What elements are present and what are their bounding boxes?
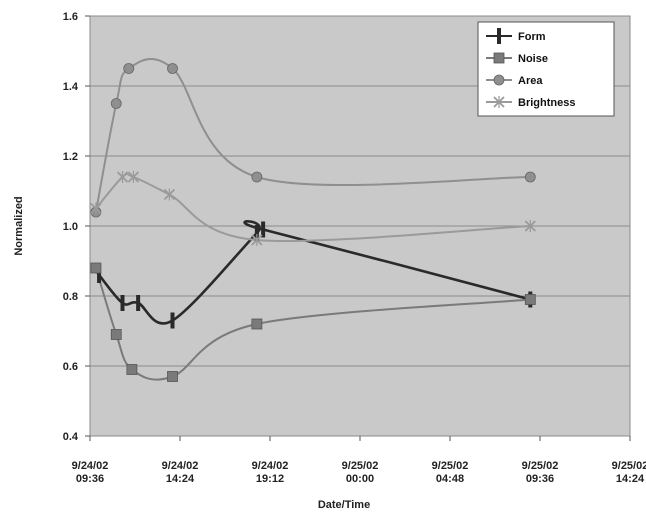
y-tick-label: 0.4 — [63, 431, 79, 443]
svg-text:9/24/02: 9/24/02 — [252, 460, 289, 472]
svg-text:14:24: 14:24 — [166, 473, 195, 485]
y-tick-label: 1.0 — [63, 221, 78, 233]
legend-item-noise: Noise — [486, 52, 548, 65]
svg-text:19:12: 19:12 — [256, 473, 284, 485]
legend-marker-brightness — [493, 96, 505, 108]
y-tick-label: 1.2 — [63, 151, 78, 163]
svg-text:09:36: 09:36 — [76, 473, 104, 485]
data-point-noise — [167, 371, 178, 382]
data-point-brightness — [127, 171, 140, 183]
legend-label-form: Form — [518, 31, 546, 43]
data-point-area — [123, 63, 135, 74]
data-point-brightness — [116, 171, 129, 183]
svg-text:9/25/02: 9/25/02 — [432, 460, 469, 472]
legend-label-area: Area — [518, 75, 543, 87]
legend-item-area: Area — [486, 74, 543, 87]
data-point-form — [136, 295, 141, 311]
x-axis-title: Date/Time — [318, 499, 370, 511]
y-axis-title: Normalized — [13, 196, 25, 255]
y-tick-label: 0.8 — [63, 291, 78, 303]
data-point-brightness — [251, 234, 263, 246]
data-point-noise — [126, 364, 138, 375]
svg-text:9/25/02: 9/25/02 — [522, 460, 559, 472]
legend-label-brightness: Brightness — [518, 97, 575, 109]
legend-item-form: Form — [486, 28, 546, 44]
data-point-brightness — [90, 202, 102, 215]
data-point-area — [524, 171, 536, 183]
legend-marker-form — [497, 28, 501, 44]
data-point-form — [170, 312, 175, 329]
data-point-noise — [90, 262, 102, 274]
svg-text:9/24/02: 9/24/02 — [162, 460, 199, 472]
y-tick-label: 1.4 — [63, 81, 79, 93]
data-point-brightness — [163, 188, 176, 201]
svg-text:9/25/02: 9/25/02 — [612, 460, 646, 472]
y-tick-label: 0.6 — [63, 361, 78, 373]
data-point-noise — [251, 318, 263, 330]
svg-text:04:48: 04:48 — [436, 473, 464, 485]
data-point-area — [110, 98, 122, 109]
y-tick-label: 1.6 — [63, 11, 78, 23]
legend-marker-noise — [493, 52, 505, 64]
legend-label-noise: Noise — [518, 53, 548, 65]
data-point-form — [97, 267, 102, 283]
data-point-noise — [524, 294, 536, 305]
legend: Form Noise Area Brightness — [477, 21, 615, 117]
data-point-form — [120, 295, 125, 311]
svg-text:14:24: 14:24 — [616, 473, 645, 485]
data-point-form — [254, 225, 259, 241]
svg-text:9/25/02: 9/25/02 — [342, 460, 379, 472]
svg-text:00:00: 00:00 — [346, 473, 374, 485]
svg-text:9/24/02: 9/24/02 — [72, 460, 109, 472]
svg-text:09:36: 09:36 — [526, 473, 554, 485]
data-point-area — [251, 171, 263, 183]
data-point-area — [167, 63, 178, 74]
data-point-noise — [110, 329, 122, 340]
series-line-form — [97, 220, 532, 325]
legend-marker-area — [493, 74, 505, 86]
legend-item-brightness: Brightness — [486, 96, 575, 109]
data-point-brightness — [524, 220, 536, 232]
data-point-form — [261, 221, 266, 238]
